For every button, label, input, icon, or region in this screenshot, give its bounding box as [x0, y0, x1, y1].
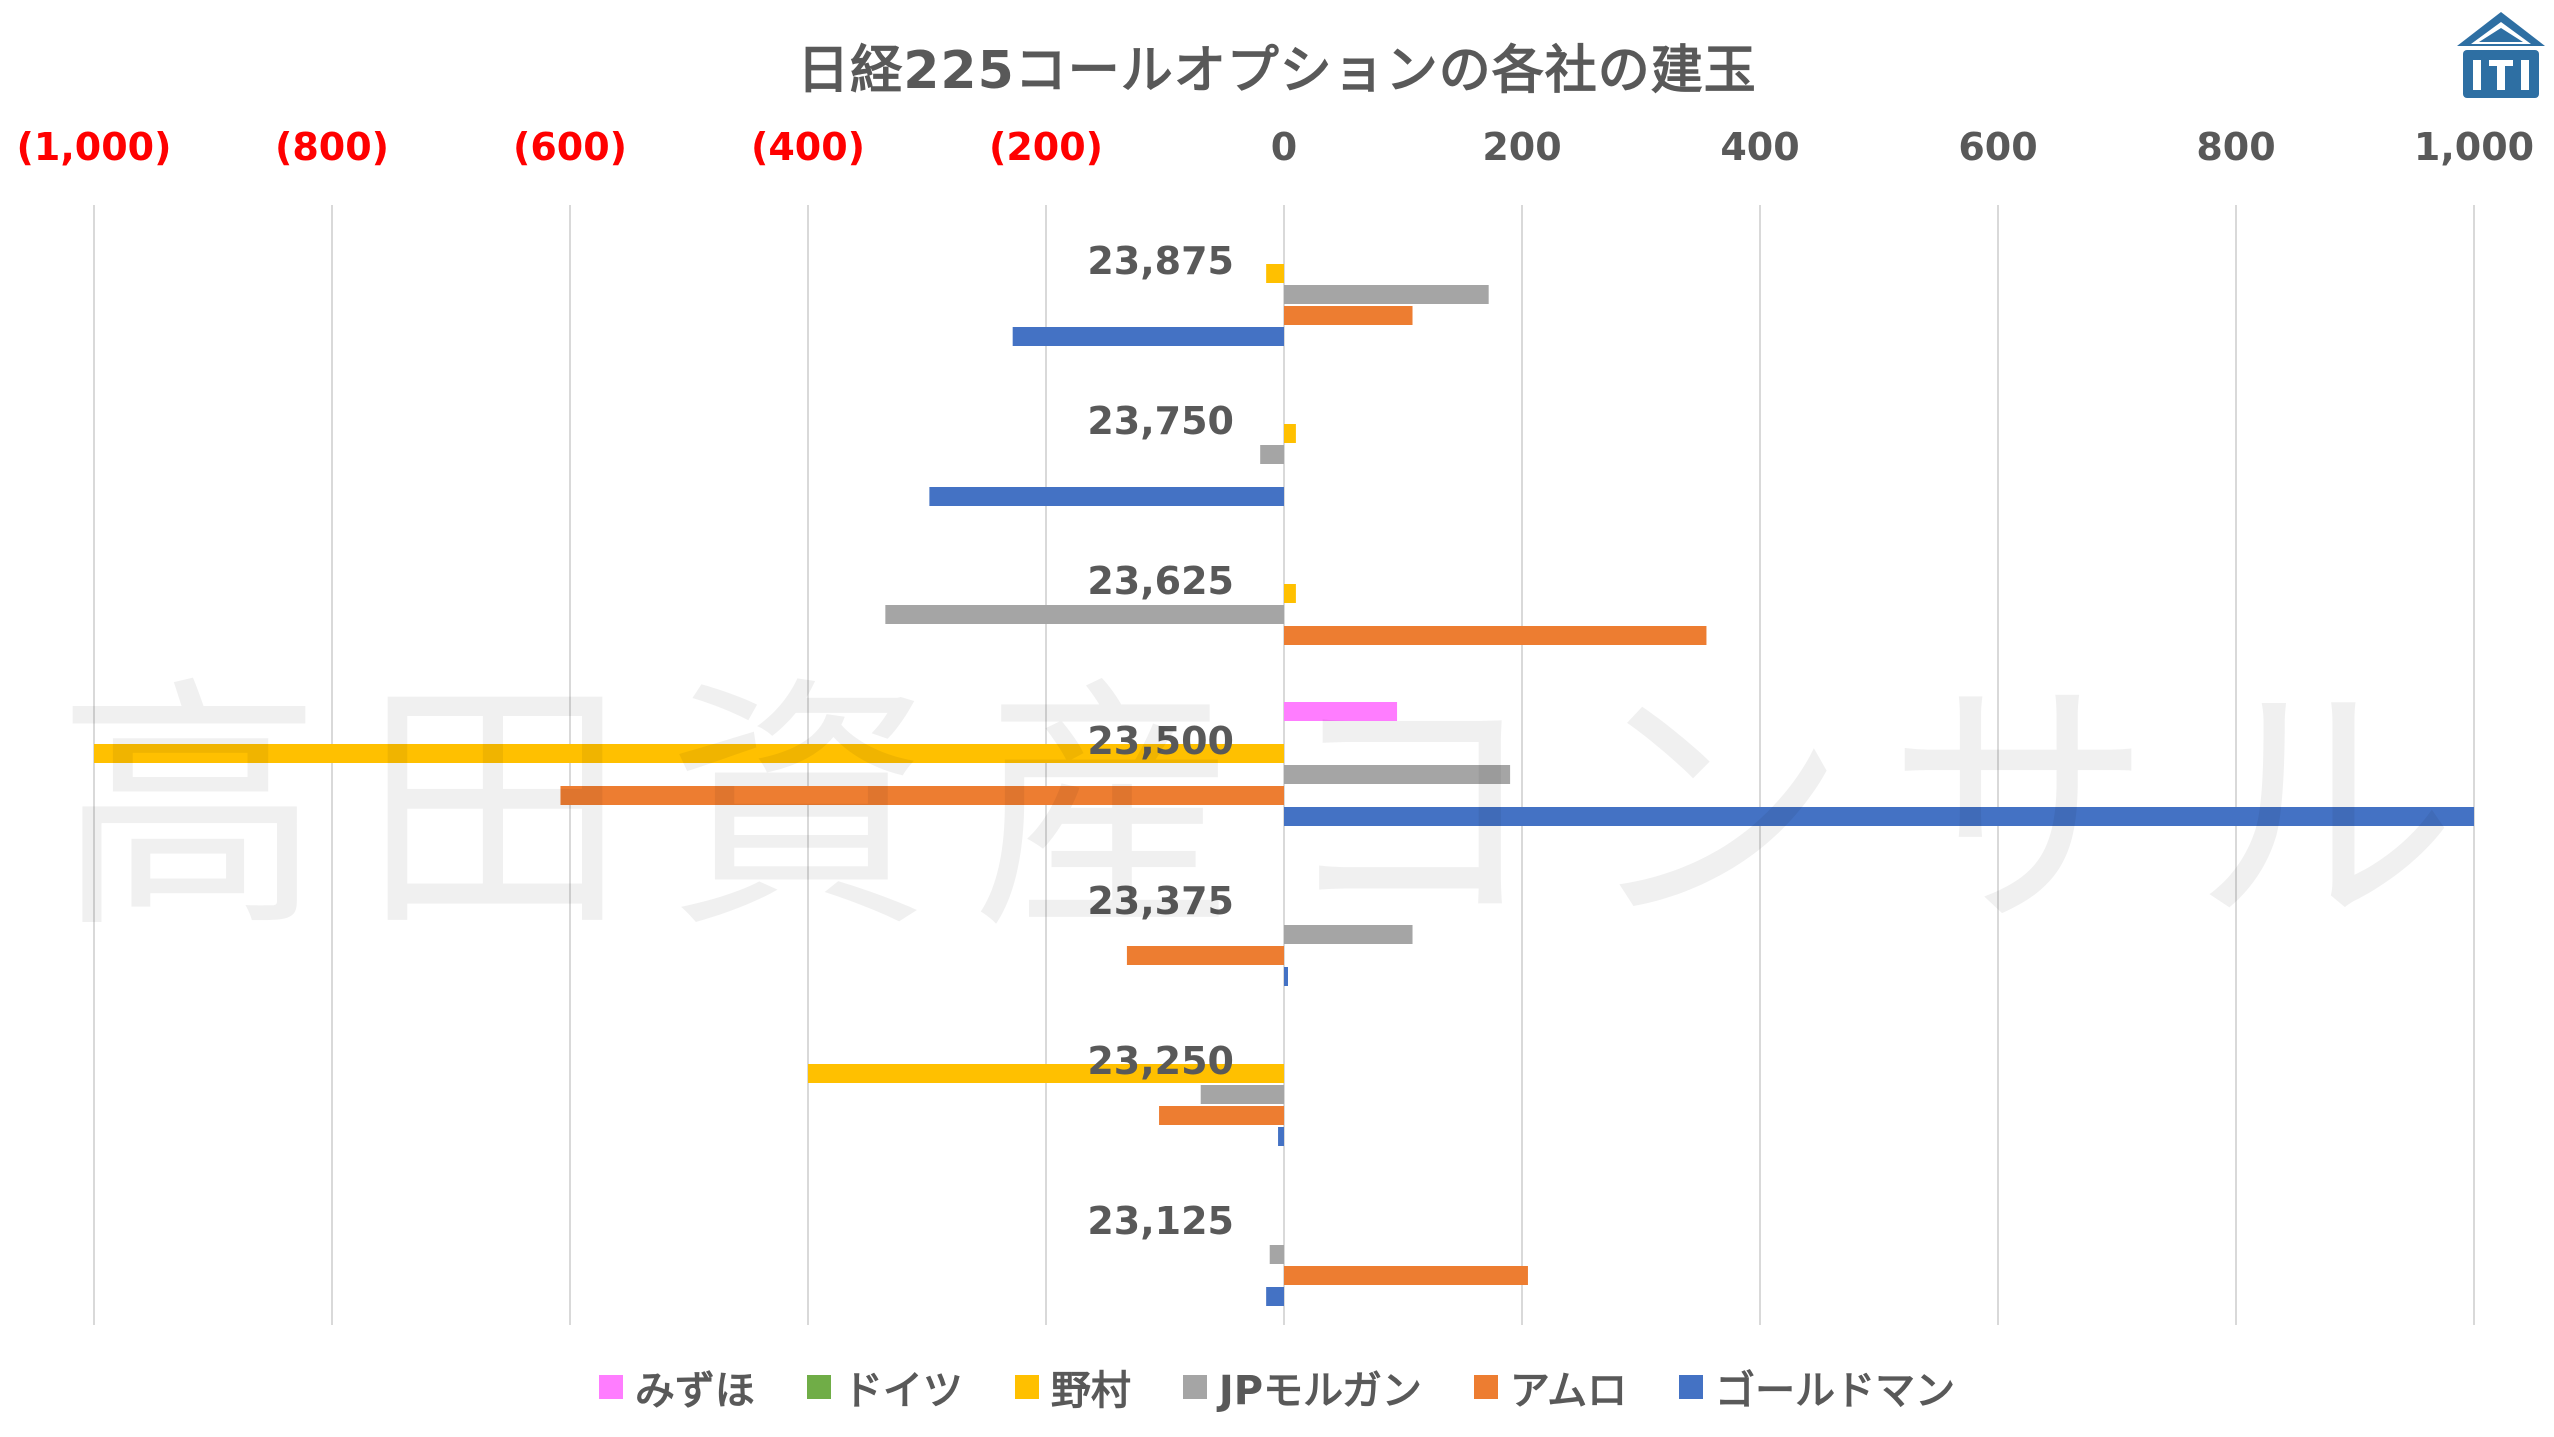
- x-tick-label: (1,000): [17, 125, 172, 169]
- bar: [94, 744, 1284, 763]
- legend-label: みずほ: [634, 1368, 755, 1414]
- chart-title: 日経225コールオプションの各社の建玉: [797, 41, 1757, 101]
- bar: [929, 487, 1284, 506]
- legend-swatch: [806, 1375, 831, 1399]
- x-tick-label: (600): [513, 125, 627, 169]
- x-tick-label: 800: [2196, 125, 2275, 169]
- bar: [1284, 584, 1296, 603]
- bar: [1284, 702, 1398, 721]
- x-tick-label: (800): [275, 125, 389, 169]
- bar: [808, 1064, 1284, 1083]
- chart-legend: みずほ ドイツ 野村 JPモルガン アムロ ゴールドマン: [0, 1358, 2554, 1416]
- x-tick-label: (200): [989, 125, 1103, 169]
- bar: [1284, 306, 1413, 325]
- bar: [1012, 327, 1284, 346]
- bar: [1284, 424, 1296, 443]
- bar: [1159, 1106, 1284, 1125]
- category-label: 23,125: [1087, 1199, 1234, 1243]
- bar: [1278, 1127, 1284, 1146]
- x-tick-label: 200: [1482, 125, 1561, 169]
- bar: [1266, 264, 1284, 283]
- legend-item: JPモルガン: [1182, 1358, 1422, 1416]
- legend-label: アムロ: [1509, 1368, 1628, 1414]
- legend-swatch: [1014, 1375, 1039, 1399]
- bar: [1126, 946, 1284, 965]
- category-label: 23,500: [1087, 719, 1234, 763]
- x-tick-label: 600: [1958, 125, 2037, 169]
- category-label: 23,375: [1087, 879, 1234, 923]
- bar: [1284, 1266, 1528, 1285]
- x-tick-label: (400): [751, 125, 865, 169]
- legend-item: アムロ: [1473, 1358, 1628, 1416]
- legend-label: ゴールドマン: [1715, 1368, 1956, 1414]
- x-tick-label: 400: [1720, 125, 1799, 169]
- bar: [1266, 1287, 1284, 1306]
- legend-swatch: [1182, 1375, 1207, 1399]
- category-label: 23,625: [1087, 559, 1234, 603]
- watermark-text: 高田資産コンサル: [57, 656, 2497, 964]
- legend-item: ドイツ: [806, 1358, 963, 1416]
- legend-swatch: [1679, 1375, 1704, 1399]
- category-label: 23,250: [1087, 1039, 1234, 1083]
- legend-label: 野村: [1050, 1368, 1131, 1414]
- category-label: 23,875: [1087, 239, 1234, 283]
- bar: [1284, 765, 1511, 784]
- bar: [1284, 967, 1288, 986]
- legend-item: みずほ: [598, 1358, 755, 1416]
- bar: [1284, 807, 2474, 826]
- bar: [1284, 925, 1413, 944]
- category-label: 23,750: [1087, 399, 1234, 443]
- bar: [1284, 285, 1489, 304]
- bar: [1269, 1245, 1284, 1264]
- legend-label: JPモルガン: [1218, 1368, 1422, 1414]
- bar: [1284, 626, 1707, 645]
- bar: [1260, 445, 1284, 464]
- legend-item: ゴールドマン: [1679, 1358, 1955, 1416]
- legend-item: 野村: [1014, 1358, 1131, 1416]
- bar: [1200, 1085, 1284, 1104]
- legend-swatch: [598, 1375, 623, 1399]
- company-logo-icon: [2457, 12, 2545, 98]
- x-tick-label: 1,000: [2414, 125, 2534, 169]
- bar: [560, 786, 1284, 805]
- x-tick-label: 0: [1271, 125, 1297, 169]
- legend-label: ドイツ: [842, 1368, 963, 1414]
- legend-swatch: [1473, 1375, 1498, 1399]
- bar: [885, 605, 1284, 624]
